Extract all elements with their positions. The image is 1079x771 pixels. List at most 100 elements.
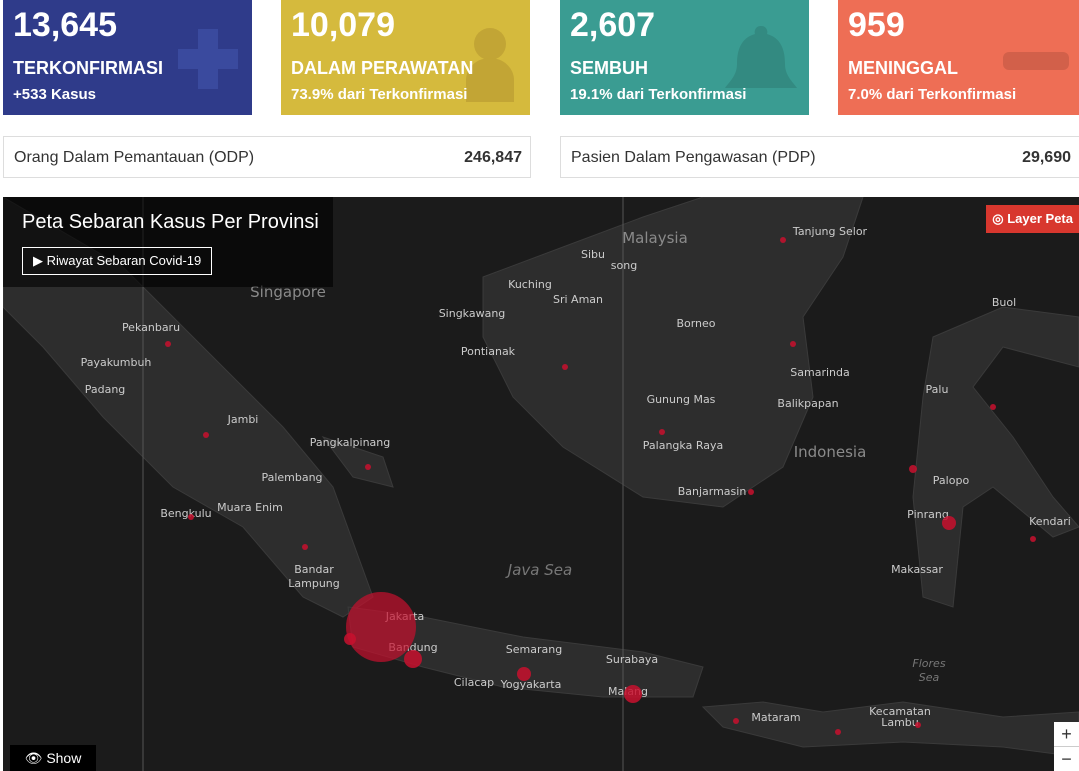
stat-value: 246,847 xyxy=(464,149,522,166)
case-marker xyxy=(748,489,754,495)
case-marker xyxy=(1030,536,1036,542)
place-label: Bengkulu xyxy=(160,507,211,520)
card-note: 73.9% dari Terkonfirmasi xyxy=(291,86,468,103)
place-label: Pinrang xyxy=(907,508,949,521)
stat-label: Orang Dalam Pemantauan (ODP) xyxy=(14,149,255,166)
place-label: Tanjung Selor xyxy=(792,225,868,238)
case-marker xyxy=(942,516,956,530)
place-label: Palembang xyxy=(261,471,322,484)
layer-button-label[interactable]: Layer Peta xyxy=(1007,211,1073,226)
place-label: Lambu xyxy=(881,716,919,729)
place-label: Palu xyxy=(926,383,949,396)
show-button-label[interactable]: Show xyxy=(46,750,82,766)
place-label: Palangka Raya xyxy=(643,439,723,452)
place-label: Jambi xyxy=(227,413,259,426)
card-value: 13,645 xyxy=(13,6,117,44)
case-marker xyxy=(517,667,531,681)
place-label: Padang xyxy=(85,383,126,396)
case-marker xyxy=(990,404,996,410)
place-label: Makassar xyxy=(891,563,943,576)
place-label: Palopo xyxy=(933,474,970,487)
place-label: Sea xyxy=(919,671,940,684)
place-label: Balikpapan xyxy=(777,397,838,410)
stat-odp: Orang Dalam Pemantauan (ODP) 246,847 xyxy=(3,136,531,178)
place-label: Malaysia xyxy=(622,229,688,247)
case-marker xyxy=(835,729,841,735)
place-label: Surabaya xyxy=(606,653,658,666)
case-marker xyxy=(562,364,568,370)
place-label: Borneo xyxy=(676,317,715,330)
place-label: Flores xyxy=(912,657,945,670)
place-label: Java Sea xyxy=(505,561,572,579)
place-label: Kuching xyxy=(508,278,552,291)
icon xyxy=(725,25,797,88)
place-label: Kendari xyxy=(1029,515,1071,528)
place-label: Yogyakarta xyxy=(500,678,562,691)
card-treated: 10,079 DALAM PERAWATAN 73.9% dari Terkon… xyxy=(281,0,530,115)
case-marker xyxy=(365,464,371,470)
stat-label: Pasien Dalam Pengawasan (PDP) xyxy=(571,149,816,166)
place-label: Singkawang xyxy=(439,307,506,320)
place-label: Muara Enim xyxy=(217,501,283,514)
place-label: Lampung xyxy=(288,577,340,590)
case-marker xyxy=(780,237,786,243)
card-label: MENINGGAL xyxy=(848,58,958,78)
card-value: 959 xyxy=(848,6,905,44)
map-title: Peta Sebaran Kasus Per Provinsi xyxy=(22,211,319,233)
card-confirmed: 13,645 TERKONFIRMASI +533 Kasus xyxy=(3,0,252,115)
place-label: Buol xyxy=(992,296,1016,309)
case-marker xyxy=(346,592,416,662)
case-marker xyxy=(302,544,308,550)
case-marker xyxy=(915,722,921,728)
place-label: Kecamatan xyxy=(869,705,931,718)
map-panel: Peta Sebaran Kasus Per Provinsi ▶ Riwaya… xyxy=(3,197,333,287)
case-marker xyxy=(188,514,194,520)
place-label: Pontianak xyxy=(461,345,516,358)
place-label: Gunung Mas xyxy=(647,393,716,406)
place-label: Mataram xyxy=(751,711,800,724)
case-marker xyxy=(909,465,917,473)
case-marker xyxy=(203,432,209,438)
card-recovered: 2,607 SEMBUH 19.1% dari Terkonfirmasi xyxy=(560,0,809,115)
place-label: Samarinda xyxy=(790,366,849,379)
place-label: Semarang xyxy=(506,643,562,656)
map[interactable]: Malaysia Tanjung Selor Sibu song Kuching Sri … xyxy=(3,197,1079,771)
case-marker xyxy=(733,718,739,724)
card-deaths: 959 MENINGGAL 7.0% dari Terkonfirmasi xyxy=(838,0,1079,115)
case-marker xyxy=(404,650,422,668)
icon xyxy=(1003,52,1069,70)
place-label: Banjarmasin xyxy=(678,485,747,498)
place-label: Singapore xyxy=(250,283,326,301)
zoom-in[interactable]: + xyxy=(1054,722,1079,747)
map-canvas: Malaysia Tanjung Selor Sibu song KuchingSri … xyxy=(3,197,1079,771)
history-button-label[interactable]: Riwayat Sebaran Covid-19 xyxy=(46,253,202,268)
place-label: song xyxy=(611,259,637,272)
case-marker xyxy=(659,429,665,435)
icon xyxy=(466,28,514,102)
place-label: Pekanbaru xyxy=(122,321,180,334)
place-label: Sibu xyxy=(581,248,605,261)
case-marker xyxy=(165,341,171,347)
case-marker xyxy=(790,341,796,347)
layer-button[interactable]: ◎ Layer Peta xyxy=(986,205,1079,233)
card-note: 19.1% dari Terkonfirmasi xyxy=(570,86,747,103)
stat-pdp: Pasien Dalam Pengawasan (PDP) 29,690 xyxy=(560,136,1079,178)
history-button[interactable]: ▶ Riwayat Sebaran Covid-19 xyxy=(22,247,213,275)
case-marker xyxy=(624,685,642,703)
card-note: 7.0% dari Terkonfirmasi xyxy=(848,86,1017,103)
place-label: Pangkalpinang xyxy=(310,436,391,449)
card-label: SEMBUH xyxy=(570,58,649,78)
place-label: Bandar xyxy=(294,563,334,576)
icon xyxy=(178,29,238,89)
place-label: Sri Aman xyxy=(553,293,603,306)
place-label: Cilacap xyxy=(454,676,494,689)
card-note: +533 Kasus xyxy=(13,86,96,103)
zoom-out[interactable]: − xyxy=(1054,747,1079,771)
case-marker xyxy=(344,633,356,645)
card-value: 10,079 xyxy=(291,6,395,44)
place-label: Indonesia xyxy=(794,443,867,461)
card-label: TERKONFIRMASI xyxy=(13,58,163,78)
show-button[interactable]: 👁 Show xyxy=(10,745,96,771)
card-value: 2,607 xyxy=(570,6,656,44)
